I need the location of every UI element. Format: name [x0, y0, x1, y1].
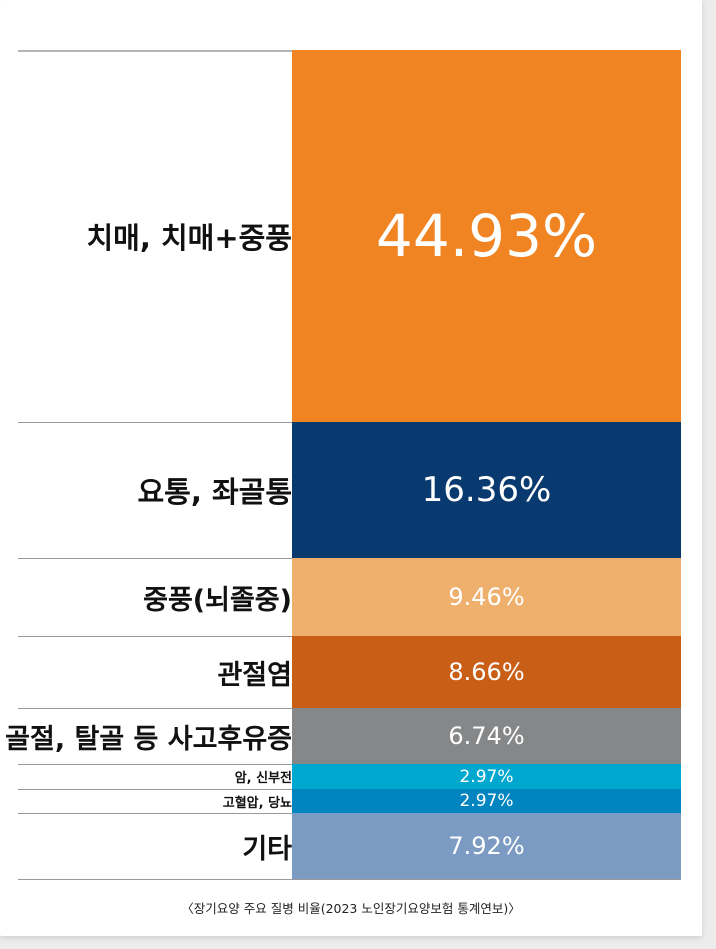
- category-label: 관절염: [217, 659, 292, 691]
- chart-row: 요통, 좌골통 16.36%: [18, 422, 681, 558]
- value-bar: 2.97%: [292, 789, 681, 813]
- chart-row: 기타 7.92%: [18, 813, 681, 879]
- category-label: 골절, 탈골 등 사고후유증: [5, 723, 292, 755]
- category-label: 기타: [242, 833, 292, 865]
- value-bar: 44.93%: [292, 50, 681, 422]
- category-label: 요통, 좌골통: [137, 475, 292, 509]
- chart-row: 암, 신부전 2.97%: [18, 764, 681, 789]
- chart-row: 고혈압, 당뇨 2.97%: [18, 789, 681, 813]
- category-label: 중풍(뇌졸중): [143, 584, 292, 616]
- value-bar: 9.46%: [292, 558, 681, 636]
- category-label: 치매, 치매+중풍: [86, 221, 293, 255]
- category-label: 암, 신부전: [234, 771, 292, 786]
- chart-row: 관절염 8.66%: [18, 636, 681, 708]
- value-bar: 7.92%: [292, 813, 681, 879]
- chart-caption: 〈장기요양 주요 질병 비율(2023 노인장기요양보험 통계연보)〉: [181, 901, 521, 916]
- row-divider: [18, 879, 681, 880]
- chart-row: 중풍(뇌졸중) 9.46%: [18, 558, 681, 636]
- value-bar: 8.66%: [292, 636, 681, 708]
- chart-row: 골절, 탈골 등 사고후유증 6.74%: [5, 708, 681, 764]
- chart-row: 치매, 치매+중풍 44.93%: [18, 50, 681, 422]
- value-bar: 2.97%: [292, 764, 681, 789]
- value-bar: 6.74%: [292, 708, 681, 764]
- value-bar: 16.36%: [292, 422, 681, 558]
- category-label: 고혈압, 당뇨: [222, 795, 292, 811]
